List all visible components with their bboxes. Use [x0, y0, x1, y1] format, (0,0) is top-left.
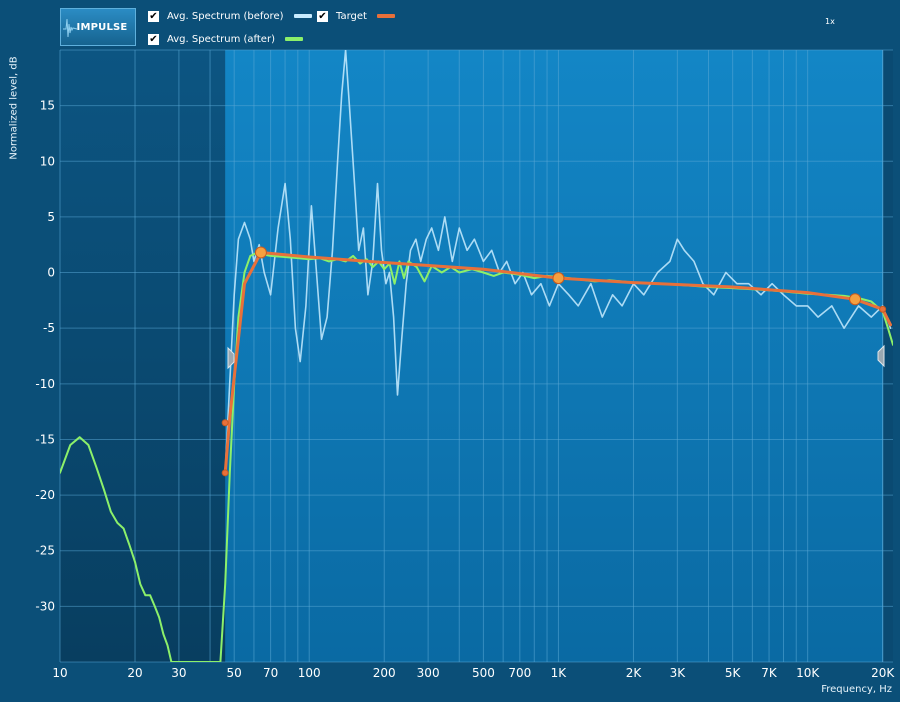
after-swatch — [284, 37, 303, 41]
axis-ticks: 10 20 30 50 70 100 200 300 500 700 1K 2K 3K 5K 7K 10K 20… — [35, 99, 895, 680]
x-tick-label: 30 — [171, 666, 186, 680]
x-tick-label: 10K — [796, 666, 820, 680]
x-tick-label: 700 — [508, 666, 531, 680]
legend-item-target[interactable]: ✔ Target — [317, 9, 395, 23]
x-tick-label: 100 — [298, 666, 321, 680]
y-tick-label: -20 — [35, 488, 55, 502]
target-point — [879, 305, 887, 313]
legend-label-before: Avg. Spectrum (before) — [167, 10, 284, 22]
x-tick-label: 50 — [227, 666, 242, 680]
y-tick-label: -30 — [35, 599, 55, 613]
target-control-point — [254, 246, 267, 259]
x-tick-label: 7K — [761, 666, 778, 680]
y-tick-label: 0 — [47, 266, 55, 280]
x-tick-label: 3K — [670, 666, 687, 680]
x-tick-label: 300 — [417, 666, 440, 680]
before-swatch — [293, 14, 312, 18]
impulse-button[interactable]: IMPULSE — [60, 8, 136, 46]
toolbar: IMPULSE ✔ Avg. Spectrum (before) ✔ Targe… — [0, 0, 900, 50]
x-tick-label: 200 — [373, 666, 396, 680]
x-axis-label: Frequency, Hz — [821, 684, 892, 695]
target-point — [221, 469, 229, 477]
right-edge-band — [883, 50, 893, 662]
after-checkbox[interactable]: ✔ — [148, 33, 159, 45]
target-checkbox[interactable]: ✔ — [317, 10, 328, 22]
x-tick-label: 2K — [626, 666, 643, 680]
x-tick-label: 5K — [725, 666, 742, 680]
series-layer — [60, 50, 893, 662]
y-tick-label: 10 — [40, 154, 55, 168]
low-cut-handle[interactable] — [227, 346, 235, 370]
before-checkbox[interactable]: ✔ — [148, 10, 159, 22]
target-point — [221, 419, 229, 427]
x-tick-label: 500 — [472, 666, 495, 680]
x-tick-label: 70 — [263, 666, 278, 680]
y-tick-label: 5 — [47, 210, 55, 224]
legend-item-before[interactable]: ✔ Avg. Spectrum (before) — [148, 9, 312, 23]
legend-label-target: Target — [336, 10, 367, 22]
target-swatch — [376, 14, 395, 18]
series-target-line — [223, 251, 892, 475]
y-axis-label: Normalized level, dB — [8, 56, 20, 160]
target-control-point — [849, 293, 862, 306]
legend-label-after: Avg. Spectrum (after) — [167, 33, 275, 45]
x-tick-label: 20K — [871, 666, 895, 680]
x-tick-label: 10 — [52, 666, 67, 680]
x-tick-label: 1K — [551, 666, 568, 680]
y-tick-label: -10 — [35, 377, 55, 391]
y-tick-label: 15 — [40, 99, 55, 113]
target-control-point — [552, 272, 565, 285]
x-tick-label: 20 — [127, 666, 142, 680]
impulse-waveform-icon — [63, 18, 77, 38]
legend-item-after[interactable]: ✔ Avg. Spectrum (after) — [148, 32, 303, 46]
zoom-level[interactable]: 1x — [825, 17, 835, 26]
high-cut-handle[interactable] — [877, 344, 885, 368]
y-tick-label: -15 — [35, 432, 55, 446]
y-tick-label: -25 — [35, 544, 55, 558]
y-tick-label: -5 — [43, 321, 55, 335]
excluded-band — [60, 50, 226, 662]
impulse-button-label: IMPULSE — [76, 21, 128, 33]
